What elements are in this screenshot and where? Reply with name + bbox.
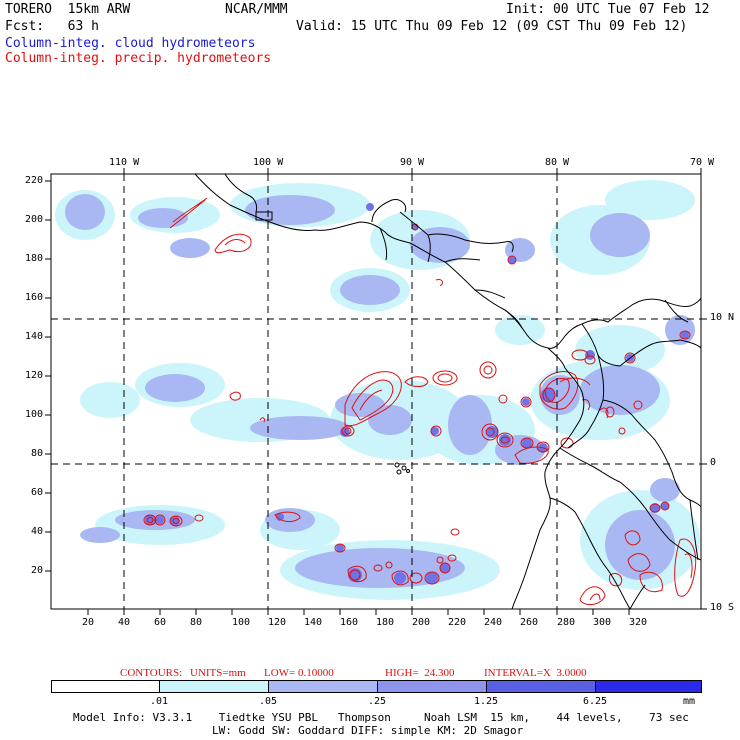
contour-label: CONTOURS: bbox=[120, 667, 183, 679]
cloud-field-label: Column-integ. cloud hydrometeors bbox=[5, 36, 256, 51]
left-axis-label: 60 bbox=[31, 487, 44, 498]
bottom-axis-label: 120 bbox=[268, 617, 287, 628]
colorbar-segment bbox=[51, 680, 160, 693]
left-axis-label: 200 bbox=[25, 214, 44, 225]
bottom-axis-label: 200 bbox=[412, 617, 431, 628]
colorbar-tick: .05 bbox=[259, 696, 278, 707]
bottom-axis-label: 20 bbox=[82, 617, 95, 628]
right-axis-label: 0 bbox=[710, 457, 717, 468]
bottom-axis-label: 240 bbox=[484, 617, 503, 628]
top-axis-label: 90 W bbox=[400, 157, 425, 168]
contour-units: UNITS=mm bbox=[190, 667, 246, 679]
coastlines bbox=[194, 174, 701, 609]
precip-contours bbox=[143, 197, 697, 606]
bottom-axis-label: 260 bbox=[520, 617, 539, 628]
left-axis-label: 180 bbox=[25, 253, 44, 264]
top-axis-label: 70 W bbox=[690, 157, 715, 168]
physics-info: LW: Godd SW: Goddard DIFF: simple KM: 2D… bbox=[212, 724, 524, 737]
bottom-axis-label: 220 bbox=[448, 617, 467, 628]
bottom-axis-label: 40 bbox=[118, 617, 131, 628]
right-axis-label: 10 S bbox=[710, 602, 735, 613]
right-axis-label: 10 N bbox=[710, 312, 735, 323]
model-title: TORERO 15km ARW bbox=[5, 2, 131, 17]
bottom-axis-label: 100 bbox=[232, 617, 251, 628]
colorbar-unit: mm bbox=[683, 696, 696, 707]
left-axis-label: 40 bbox=[31, 526, 44, 537]
colorbar-tick: .01 bbox=[150, 696, 169, 707]
colorbar-segment bbox=[268, 680, 378, 693]
left-axis-label: 80 bbox=[31, 448, 44, 459]
left-axis-label: 220 bbox=[25, 175, 44, 186]
colorbar-tick: .25 bbox=[368, 696, 387, 707]
bottom-axis-label: 280 bbox=[557, 617, 576, 628]
bottom-axis-label: 140 bbox=[304, 617, 323, 628]
left-axis-label: 100 bbox=[25, 409, 44, 420]
top-axis-label: 100 W bbox=[253, 157, 284, 168]
bottom-axis-label: 160 bbox=[340, 617, 359, 628]
bottom-axis-label: 300 bbox=[593, 617, 612, 628]
colorbar-tick: 1.25 bbox=[474, 696, 499, 707]
contour-high: HIGH= 24.300 bbox=[385, 667, 455, 679]
bottom-axis-label: 80 bbox=[190, 617, 203, 628]
lat-lon-grid bbox=[51, 174, 701, 609]
precip-field-label: Column-integ. precip. hydrometeors bbox=[5, 51, 272, 66]
valid-time: Valid: 15 UTC Thu 09 Feb 12 (09 CST Thu … bbox=[296, 19, 688, 34]
left-axis-label: 120 bbox=[25, 370, 44, 381]
forecast-hour: Fcst: 63 h bbox=[5, 19, 99, 34]
top-axis-label: 110 W bbox=[109, 157, 140, 168]
bottom-axis-label: 180 bbox=[376, 617, 395, 628]
left-axis-label: 20 bbox=[31, 565, 44, 576]
organization: NCAR/MMM bbox=[225, 2, 288, 17]
init-time: Init: 00 UTC Tue 07 Feb 12 bbox=[506, 2, 710, 17]
left-axis-label: 160 bbox=[25, 292, 44, 303]
axis-ticks bbox=[45, 168, 707, 615]
contour-interval: INTERVAL=X 3.0000 bbox=[484, 667, 587, 679]
colorbar-segment bbox=[377, 680, 487, 693]
model-info: Model Info: V3.3.1 Tiedtke YSU PBL Thomp… bbox=[73, 711, 689, 724]
galapagos-islands bbox=[394, 462, 410, 475]
colorbar-segment bbox=[159, 680, 269, 693]
contour-low: LOW= 0.10000 bbox=[264, 667, 334, 679]
bottom-axis-label: 60 bbox=[154, 617, 167, 628]
bottom-axis-label: 320 bbox=[629, 617, 648, 628]
left-axis-label: 140 bbox=[25, 331, 44, 342]
top-axis-label: 80 W bbox=[545, 157, 570, 168]
colorbar-segment bbox=[486, 680, 596, 693]
colorbar-tick: 6.25 bbox=[583, 696, 608, 707]
colorbar-segment bbox=[595, 680, 702, 693]
